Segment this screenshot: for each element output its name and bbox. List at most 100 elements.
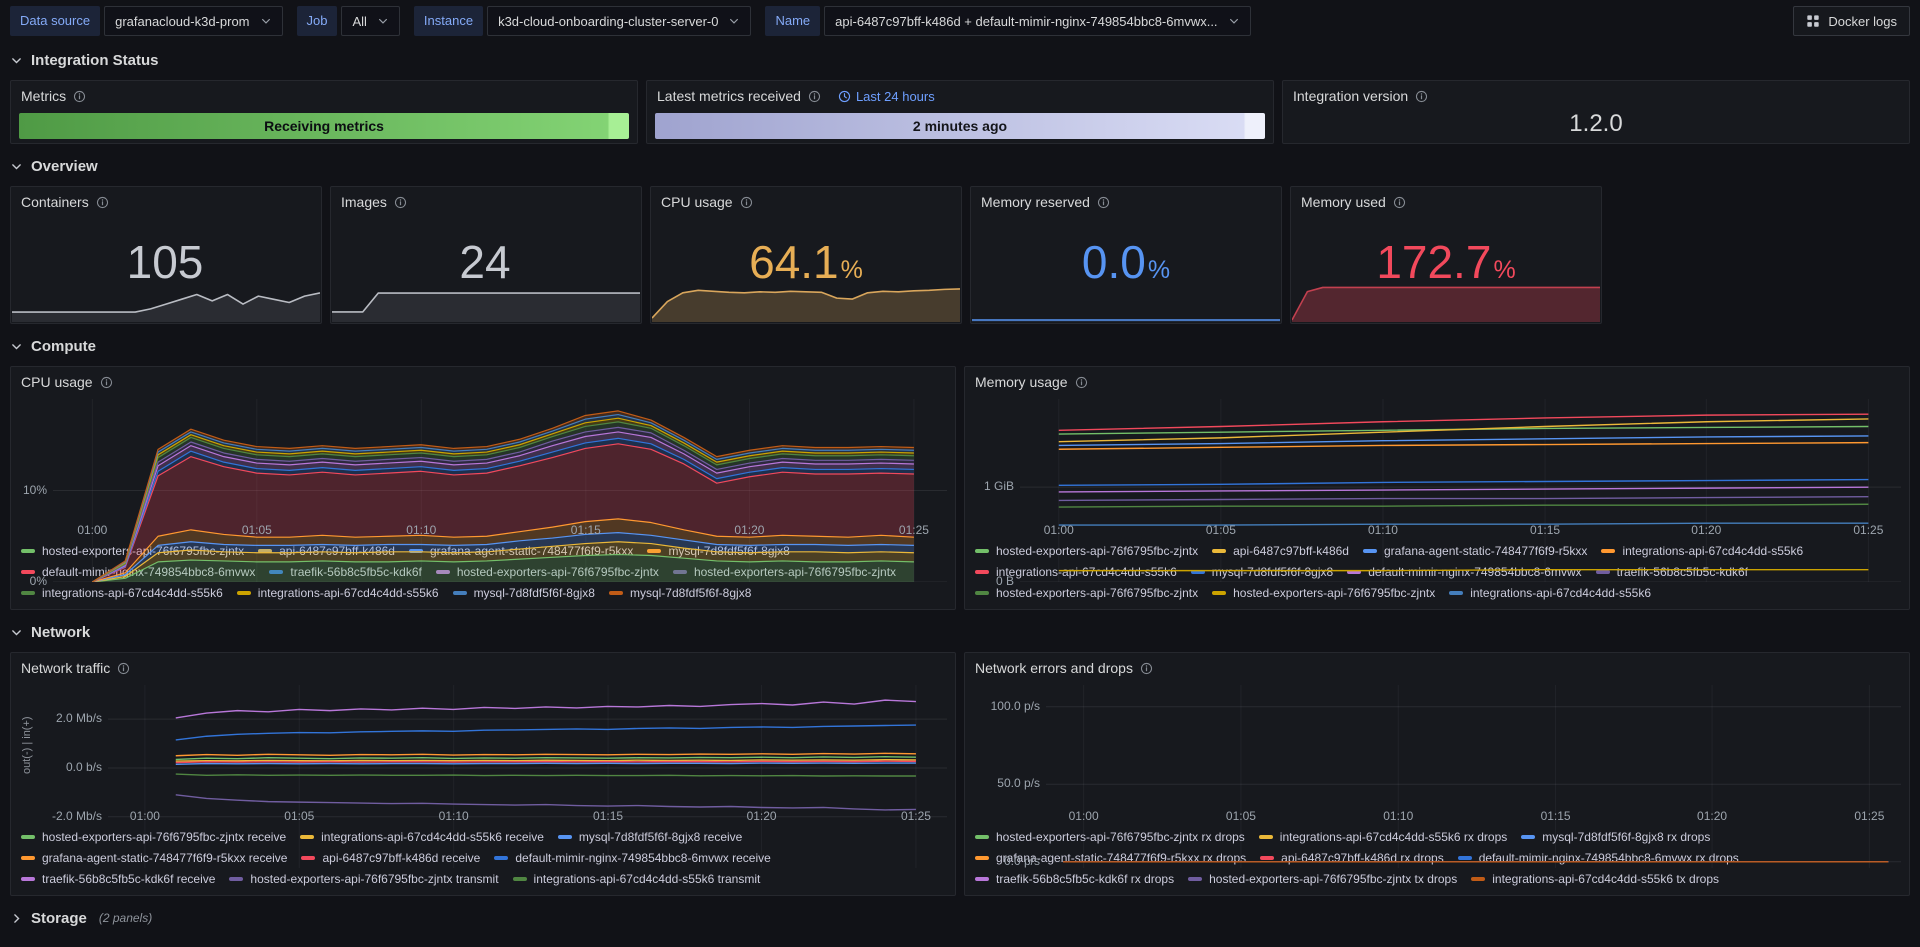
legend-item[interactable]: mysql-7d8fdf5f6f-8gjx8 rx drops (1521, 830, 1710, 844)
legend-item[interactable]: default-mimir-nginx-749854bbc8-6mvwx rec… (494, 851, 771, 865)
x-axis: 01:00 01:05 01:10 01:15 01:20 01:25 (1068, 809, 1885, 823)
panel-title[interactable]: Images (341, 194, 387, 210)
variable-value-dropdown[interactable]: grafanacloud-k3d-prom (104, 6, 283, 36)
legend-item[interactable]: integrations-api-67cd4c4dd-s55k6 tx drop… (1471, 872, 1719, 886)
legend-item[interactable]: mysql-7d8fdf5f6f-8gjx8 receive (557, 830, 742, 844)
section-header-storage[interactable]: Storage (2 panels) (10, 904, 1910, 932)
panel-title[interactable]: Metrics (21, 88, 67, 104)
legend-item[interactable]: hosted-exporters-api-76f6795fbc-zjntx rx… (975, 830, 1245, 844)
panel-compute-cpu-usage: CPU usage 0% 10% 01:00 01:05 01:10 01:15 01:2… (10, 366, 956, 610)
panel-time-range[interactable]: Last 24 hours (838, 89, 935, 104)
legend-label: integrations-api-67cd4c4dd-s55k6 tx drop… (1492, 871, 1720, 886)
legend-label: hosted-exporters-api-76f6795fbc-zjntx re… (42, 829, 287, 844)
info-icon[interactable] (394, 196, 407, 209)
series-color-swatch (1595, 569, 1610, 574)
legend-label: default-mimir-nginx-749854bbc8-6mvwx (1368, 564, 1582, 579)
legend-label: api-6487c97bff-k486d (279, 543, 395, 558)
info-icon[interactable] (73, 90, 86, 103)
info-icon[interactable] (808, 90, 821, 103)
legend-item[interactable]: traefik-56b8c5fb5c-kdk6f (1595, 564, 1749, 579)
sparkline (12, 283, 320, 323)
legend-label: mysql-7d8fdf5f6f-8gjx8 (1211, 564, 1334, 579)
legend-item[interactable]: integrations-api-67cd4c4dd-s55k6 receive (300, 830, 544, 844)
panel-title[interactable]: CPU usage (661, 194, 733, 210)
legend-item[interactable]: grafana-agent-static-748477f6f9-r5kxx (408, 544, 633, 558)
legend-item[interactable]: mysql-7d8fdf5f6f-8gjx8 (608, 586, 751, 600)
legend-item[interactable]: hosted-exporters-api-76f6795fbc-zjntx (435, 565, 659, 579)
chevron-down-icon (10, 626, 23, 639)
legend-item[interactable]: integrations-api-67cd4c4dd-s55k6 (975, 565, 1177, 579)
series-color-swatch (1457, 855, 1472, 860)
legend-item[interactable]: integrations-api-67cd4c4dd-s55k6 transmi… (512, 872, 760, 886)
legend-item[interactable]: grafana-agent-static-748477f6f9-r5kxx (1362, 544, 1587, 558)
info-icon[interactable] (1075, 376, 1088, 389)
legend-label: integrations-api-67cd4c4dd-s55k6 (1470, 585, 1651, 600)
legend-label: traefik-56b8c5fb5c-kdk6f (1616, 564, 1749, 579)
docker-logs-button[interactable]: Docker logs (1793, 6, 1910, 36)
legend-item[interactable]: hosted-exporters-api-76f6795fbc-zjntx tr… (229, 872, 499, 886)
chart-plot[interactable] (108, 685, 947, 868)
chart-plot[interactable] (1020, 399, 1901, 582)
legend-item[interactable]: integrations-api-67cd4c4dd-s55k6 (1449, 586, 1651, 600)
legend-item[interactable]: integrations-api-67cd4c4dd-s55k6 rx drop… (1258, 830, 1507, 844)
series-color-swatch (236, 590, 251, 595)
legend-item[interactable]: integrations-api-67cd4c4dd-s55k6 (1601, 544, 1803, 558)
info-icon[interactable] (117, 662, 130, 675)
legend-item[interactable]: hosted-exporters-api-76f6795fbc-zjntx (975, 544, 1198, 558)
legend-item[interactable]: integrations-api-67cd4c4dd-s55k6 (236, 586, 439, 600)
legend-item[interactable]: integrations-api-67cd4c4dd-s55k6 (21, 586, 223, 600)
info-icon[interactable] (1415, 90, 1428, 103)
legend-item[interactable]: api-6487c97bff-k486d (1212, 544, 1349, 558)
legend-item[interactable]: grafana-agent-static-748477f6f9-r5kxx re… (21, 851, 287, 865)
panel-title[interactable]: Memory used (1301, 194, 1386, 210)
legend-item[interactable]: traefik-56b8c5fb5c-kdk6f (269, 565, 422, 579)
legend-item[interactable]: traefik-56b8c5fb5c-kdk6f rx drops (975, 872, 1174, 886)
info-icon[interactable] (96, 196, 109, 209)
legend-item[interactable]: grafana-agent-static-748477f6f9-r5kxx rx… (975, 851, 1246, 865)
variable-value-dropdown[interactable]: All (341, 6, 400, 36)
variable-value-dropdown[interactable]: k3d-cloud-onboarding-cluster-server-0 (487, 6, 752, 36)
legend-item[interactable]: default-mimir-nginx-749854bbc8-6mvwx (1347, 564, 1582, 579)
panel-title[interactable]: Containers (21, 194, 89, 210)
legend-item[interactable]: mysql-7d8fdf5f6f-8gjx8 (647, 543, 790, 558)
section-header-compute[interactable]: Compute (10, 332, 1910, 360)
legend-item[interactable]: mysql-7d8fdf5f6f-8gjx8 (452, 586, 595, 600)
legend-item[interactable]: api-6487c97bff-k486d receive (301, 851, 480, 865)
legend-item[interactable]: hosted-exporters-api-76f6795fbc-zjntx (672, 565, 896, 579)
legend-item[interactable]: hosted-exporters-api-76f6795fbc-zjntx (21, 544, 244, 558)
variable-value-dropdown[interactable]: api-6487c97bff-k486d + default-mimir-ngi… (824, 6, 1251, 36)
legend-item[interactable]: mysql-7d8fdf5f6f-8gjx8 (1190, 564, 1334, 579)
legend-item[interactable]: hosted-exporters-api-76f6795fbc-zjntx re… (21, 830, 286, 844)
info-icon[interactable] (1140, 662, 1153, 675)
panel-title[interactable]: Network errors and drops (975, 660, 1133, 676)
series-color-swatch (435, 569, 450, 574)
chart-plot[interactable] (53, 399, 947, 582)
panel-title[interactable]: CPU usage (21, 374, 93, 390)
panel-title[interactable]: Network traffic (21, 660, 111, 676)
section-header-integration-status[interactable]: Integration Status (10, 46, 1910, 74)
legend-item[interactable]: hosted-exporters-api-76f6795fbc-zjntx (975, 586, 1198, 600)
legend-item[interactable]: hosted-exporters-api-76f6795fbc-zjntx (1212, 586, 1435, 600)
y-axis: 0% 10% (22, 482, 47, 589)
legend-item[interactable]: default-mimir-nginx-749854bbc8-6mvwx (21, 565, 255, 579)
series-color-swatch (21, 569, 35, 574)
info-icon[interactable] (100, 376, 113, 389)
panel-title[interactable]: Memory reserved (981, 194, 1090, 210)
legend-item[interactable]: default-mimir-nginx-749854bbc8-6mvwx rx … (1457, 851, 1739, 865)
legend-item[interactable]: traefik-56b8c5fb5c-kdk6f receive (21, 872, 215, 886)
info-icon[interactable] (1393, 196, 1406, 209)
chart-plot[interactable] (1046, 685, 1901, 868)
panel-title[interactable]: Latest metrics received (657, 88, 801, 104)
series-color-swatch (1260, 855, 1275, 860)
section-header-network[interactable]: Network (10, 618, 1910, 646)
legend-item[interactable]: hosted-exporters-api-76f6795fbc-zjntx tx… (1188, 872, 1457, 886)
x-axis: 01:00 01:05 01:10 01:15 01:20 01:25 (129, 809, 931, 823)
info-icon[interactable] (740, 196, 753, 209)
legend-label: mysql-7d8fdf5f6f-8gjx8 (668, 543, 790, 558)
section-header-overview[interactable]: Overview (10, 152, 1910, 180)
panel-title[interactable]: Integration version (1293, 88, 1409, 104)
legend-item[interactable]: api-6487c97bff-k486d (258, 544, 395, 558)
info-icon[interactable] (1097, 196, 1110, 209)
panel-title[interactable]: Memory usage (975, 374, 1068, 390)
legend-item[interactable]: api-6487c97bff-k486d rx drops (1260, 851, 1444, 865)
